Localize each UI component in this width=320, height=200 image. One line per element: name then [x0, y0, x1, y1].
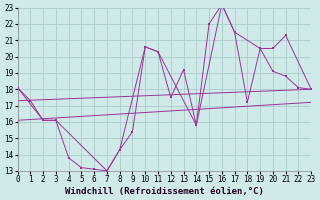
- X-axis label: Windchill (Refroidissement éolien,°C): Windchill (Refroidissement éolien,°C): [65, 187, 264, 196]
